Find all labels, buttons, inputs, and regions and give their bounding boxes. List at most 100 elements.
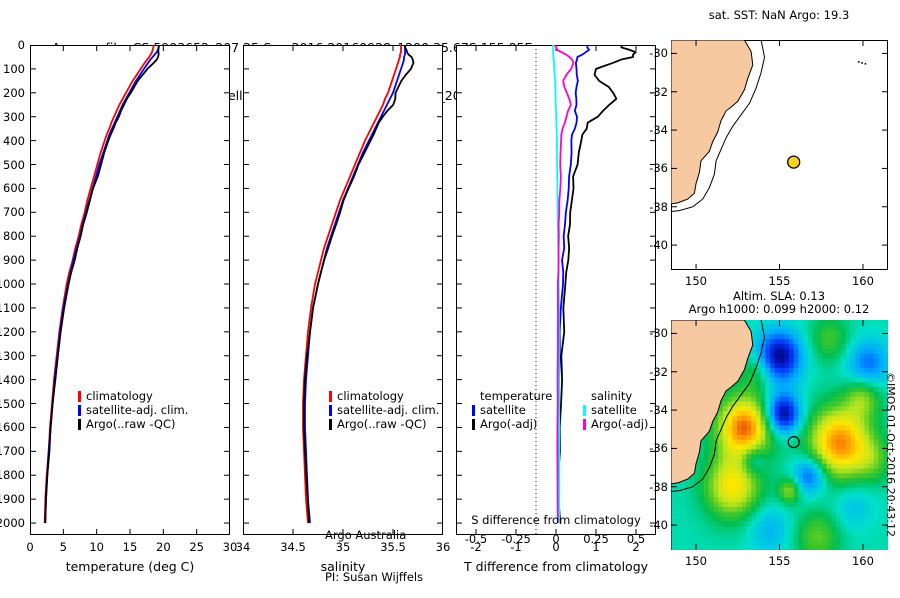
legend-color-swatch (583, 404, 586, 416)
y-tick-label: 600 (3, 181, 25, 196)
t-difference-axis-title: T difference from climatology (463, 559, 649, 574)
x-tick-label: 35 (335, 540, 351, 554)
legend-item: Argo(-adj) (472, 417, 552, 431)
legend-label: Argo(-adj) (591, 417, 649, 431)
map-lat-tick: -40 (649, 518, 668, 533)
legend-label: satellite-adj. clim. (86, 403, 189, 417)
sla-map-title: Altim. SLA: 0.13 Argo h1000: 0.099 h2000… (668, 290, 890, 316)
legend-color-swatch (329, 418, 332, 430)
x-tick-label: 36 (435, 540, 451, 554)
map-lat-tick: -34 (649, 403, 668, 418)
t-tick-label: -2 (470, 540, 482, 554)
legend-item: satellite-adj. clim. (329, 403, 439, 417)
s-tick-label: -0.5 (464, 532, 488, 546)
legend-spacer (583, 391, 586, 402)
y-tick-label: 300 (3, 109, 25, 124)
temperature-axis-title: temperature (deg C) (65, 559, 195, 574)
x-tick-label: 10 (89, 540, 104, 554)
x-tick-label: 34 (235, 540, 251, 554)
map-lat-tick: -40 (649, 238, 668, 253)
legend-color-swatch (583, 418, 586, 430)
legend-header: temperature (472, 389, 552, 403)
legend-item: climatology (329, 389, 439, 403)
x-tick-label: 20 (156, 540, 171, 554)
t-tick-label: -1 (510, 540, 522, 554)
y-tick-label: 1800 (0, 468, 25, 483)
map-lat-tick: -32 (649, 84, 668, 99)
sla-title-line-2: Argo h1000: 0.099 h2000: 0.12 (688, 302, 870, 316)
y-tick-label: 200 (3, 85, 25, 100)
map-lon-tick: 155 (768, 554, 791, 568)
map-lat-tick: -36 (649, 161, 668, 176)
legend-header-label: salinity (591, 389, 633, 403)
y-tick-label: 700 (3, 205, 25, 220)
legend-color-swatch (78, 404, 81, 416)
x-tick-label: 15 (122, 540, 138, 554)
legend-label: satellite-adj. clim. (337, 403, 440, 417)
temperature-legend: climatology satellite-adj. clim. Argo(..ra… (78, 389, 188, 431)
map-lon-tick: 160 (851, 274, 874, 288)
y-tick-label: 0 (17, 38, 25, 52)
legend-header-label: temperature (480, 389, 553, 403)
map-lon-tick: 150 (685, 554, 707, 568)
s-difference-axis-title: S difference from climatology (471, 513, 641, 527)
y-tick-label: 1200 (0, 324, 25, 339)
y-tick-label: 1000 (0, 277, 25, 292)
legend-item: climatology (78, 389, 188, 403)
y-tick-label: 1900 (0, 492, 25, 507)
map-lat-tick: -38 (649, 199, 668, 214)
legend-color-swatch (329, 390, 332, 402)
y-tick-label: 500 (3, 157, 25, 172)
legend-item: Argo(..raw -QC) (78, 417, 188, 431)
legend-header: salinity (583, 389, 648, 403)
map-lat-tick: -36 (649, 441, 668, 456)
map-lon-tick: 155 (768, 274, 791, 288)
sst-map-plot (671, 40, 888, 270)
s-tick-label: -0.25 (501, 532, 531, 546)
legend-spacer (472, 391, 475, 402)
y-tick-label: 1100 (0, 300, 25, 315)
legend-color-swatch (329, 404, 332, 416)
temperature-profile-panel (30, 45, 230, 535)
map-lon-tick: 150 (685, 274, 707, 288)
y-tick-label: 100 (3, 61, 25, 76)
t-tick-label: 0 (552, 540, 560, 554)
sla-title-line-1: Altim. SLA: 0.13 (732, 289, 826, 303)
x-tick-label: 5 (59, 540, 67, 554)
map-lon-tick: 160 (851, 554, 874, 568)
pi-label: PI: Susan Wijffels (325, 570, 424, 584)
x-tick-label: 35.5 (380, 540, 406, 554)
legend-color-swatch (78, 390, 81, 402)
salinity-profile-plot (243, 45, 443, 535)
legend-label: Argo(-adj) (480, 417, 538, 431)
difference-legend-salinity: salinity satellite Argo(-adj) (583, 389, 648, 431)
copyright-label: ©IMOS 01-Oct-2016 20:43:12 (884, 372, 897, 538)
difference-legend-temperature: temperature satellite Argo(-adj) (472, 389, 552, 431)
map-lat-tick: -32 (649, 364, 668, 379)
y-tick-label: 1300 (0, 348, 25, 363)
legend-label: Argo(..raw -QC) (86, 417, 176, 431)
difference-profile-plot (456, 45, 656, 535)
legend-label: satellite (591, 403, 637, 417)
y-tick-label: 1700 (0, 444, 25, 459)
legend-item: satellite-adj. clim. (78, 403, 188, 417)
legend-label: Argo(..raw -QC) (337, 417, 427, 431)
x-tick-label: 25 (189, 540, 204, 554)
y-tick-label: 800 (3, 229, 25, 244)
legend-label: satellite (480, 403, 526, 417)
map-lat-tick: -30 (649, 46, 668, 61)
s-tick-label: 0.25 (583, 532, 609, 546)
t-tick-label: 2 (632, 540, 640, 554)
legend-label: climatology (337, 389, 404, 403)
y-tick-label: 1400 (0, 372, 25, 387)
s-tick-label: 0 (552, 532, 560, 546)
legend-item: satellite (583, 403, 648, 417)
legend-color-swatch (472, 404, 475, 416)
t-tick-label: 1 (592, 540, 600, 554)
salinity-legend: climatology satellite-adj. clim. Argo(..ra… (329, 389, 439, 431)
salinity-axis-title: salinity (320, 559, 366, 574)
x-tick-label: 30 (222, 540, 238, 554)
attribution-block: Argo Australia PI: Susan Wijffels (325, 500, 423, 598)
sla-map-plot (671, 320, 888, 550)
agency-label: Argo Australia (325, 528, 407, 542)
